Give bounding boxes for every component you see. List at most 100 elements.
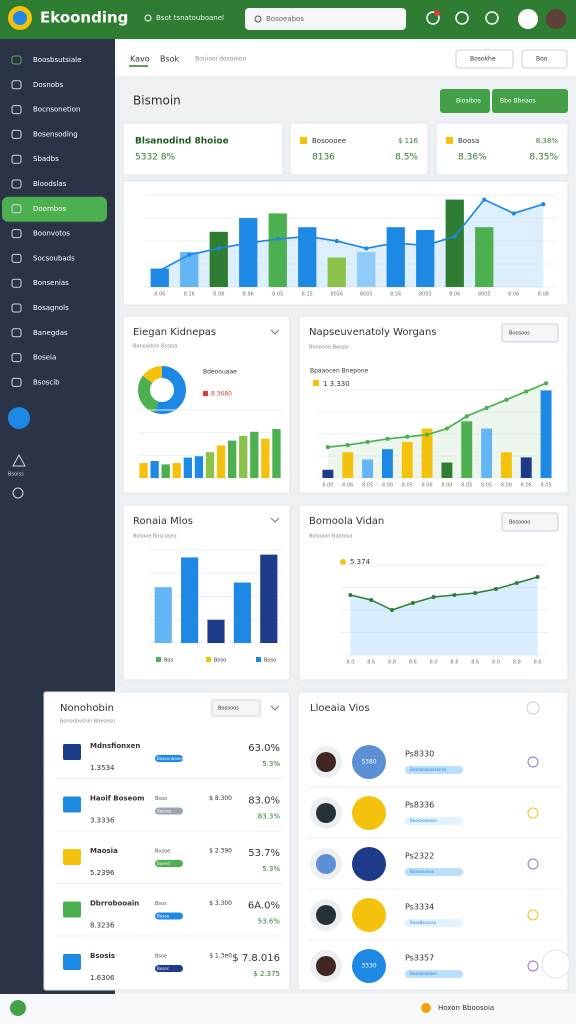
x-tick-label: 8.6	[409, 660, 417, 666]
line-point	[187, 252, 192, 257]
sidebar-icon	[12, 453, 26, 467]
line-point	[524, 389, 529, 394]
bar	[180, 252, 199, 287]
sidebar-item[interactable]: Boosbsutsiale	[33, 56, 81, 64]
sidebar-item[interactable]: Bosensoding	[33, 130, 78, 138]
sidebar-item[interactable]: Bocnsonetion	[33, 106, 80, 114]
row-action[interactable]	[527, 858, 539, 870]
row-value: 8.3236	[90, 922, 115, 930]
search-placeholder: Bosoeabos	[266, 15, 304, 23]
chevron[interactable]	[270, 517, 280, 523]
dropdown[interactable]	[455, 49, 514, 69]
chevron[interactable]	[270, 705, 280, 711]
bar	[150, 461, 159, 478]
button[interactable]	[440, 89, 490, 113]
x-tick-label: 8.00	[501, 483, 512, 489]
button[interactable]	[492, 89, 568, 113]
bar	[183, 457, 192, 478]
bar	[421, 428, 433, 478]
row-icon	[63, 849, 81, 865]
tab[interactable]: Bsok	[160, 55, 180, 64]
footer-icon[interactable]	[10, 1000, 26, 1016]
dropdown[interactable]	[501, 323, 559, 343]
line-point	[390, 608, 394, 612]
legend-swatch	[313, 380, 319, 386]
line-point	[348, 593, 353, 597]
bar	[139, 463, 148, 478]
row-action[interactable]	[527, 960, 539, 972]
sidebar-icon	[11, 204, 22, 214]
x-tick-label: 8.00	[441, 483, 452, 489]
x-tick-label: 8.08	[213, 292, 224, 298]
bar	[181, 557, 199, 643]
avatar-figure	[316, 803, 336, 823]
row-action[interactable]	[527, 756, 539, 768]
row-percent: 53.7%	[248, 848, 280, 859]
sidebar-item[interactable]: Sbadbs	[33, 155, 59, 163]
row-badge	[405, 970, 463, 978]
row-action[interactable]	[527, 807, 539, 819]
sidebar-item[interactable]: Socsoubads	[33, 254, 75, 262]
line-point	[484, 405, 489, 410]
sidebar-icon	[11, 328, 22, 338]
status-ring	[352, 847, 386, 881]
line-point	[504, 397, 509, 402]
bar	[298, 227, 317, 287]
sidebar-item[interactable]: Bonsenias	[33, 279, 69, 287]
card	[297, 691, 569, 991]
x-tick-label: 8.0	[346, 660, 354, 666]
notification-dot	[434, 10, 440, 16]
header-icon[interactable]	[426, 11, 440, 25]
row-badge-label: Bosonnbaoess	[157, 756, 186, 761]
dropdown[interactable]	[211, 699, 261, 717]
x-tick-label: 8005	[360, 292, 373, 298]
sidebar-item[interactable]: Banegdas	[33, 329, 68, 337]
row-value: 3.3336	[90, 817, 115, 825]
row-amount: $ 1.3e0	[209, 953, 232, 960]
stat-value: 5332 8%	[135, 153, 175, 163]
sidebar-item[interactable]: Boseia	[33, 354, 56, 362]
card-title: Ronaia Mlos	[133, 516, 193, 527]
line-point	[364, 246, 369, 251]
row-action[interactable]	[527, 909, 539, 921]
row-change: 53.6%	[258, 918, 281, 926]
sidebar-item[interactable]: Bloodslas	[33, 180, 67, 188]
row-amount: $ 3.300	[209, 900, 232, 907]
x-tick-label: 8.05	[461, 483, 472, 489]
sidebar-icon	[11, 55, 22, 65]
dropdown[interactable]	[521, 49, 568, 69]
tab[interactable]: Kavo	[130, 55, 150, 64]
sidebar-item[interactable]: Boonvotos	[33, 230, 70, 238]
avatar-frame[interactable]	[518, 9, 538, 29]
tab[interactable]: Bouiooi dosooion	[195, 56, 246, 63]
line-point	[482, 197, 487, 202]
line-point	[393, 240, 398, 245]
dropdown[interactable]	[501, 512, 559, 532]
x-tick-label: 8.06	[154, 292, 165, 298]
fab[interactable]	[541, 949, 571, 979]
header-icon[interactable]	[485, 11, 499, 25]
search-hint: Bsot tsnatouboanel	[156, 14, 224, 22]
sidebar-item[interactable]: Doombos	[33, 205, 67, 213]
header-icon[interactable]	[455, 11, 469, 25]
bar	[216, 445, 226, 478]
bar	[540, 390, 552, 478]
avatar[interactable]	[546, 9, 566, 29]
bar	[209, 231, 228, 287]
sidebar-icon	[11, 179, 22, 189]
row-badge	[405, 817, 463, 825]
sidebar-button[interactable]	[8, 407, 30, 429]
search-icon	[144, 14, 152, 22]
search-box[interactable]	[245, 8, 406, 30]
row-value: 5.2396	[90, 869, 115, 877]
line	[159, 198, 544, 272]
menu-icon[interactable]	[526, 701, 540, 715]
stat-side: 8.38%	[536, 137, 559, 145]
row-icon	[63, 744, 81, 760]
chevron[interactable]	[270, 329, 280, 335]
line-point	[325, 445, 330, 450]
sidebar-item[interactable]: Bosagnols	[33, 304, 69, 312]
dropdown-label: Bosokhe	[470, 56, 496, 63]
sidebar-item[interactable]: Dosnobs	[33, 81, 63, 89]
sidebar-item[interactable]: Bsoscib	[33, 378, 60, 386]
